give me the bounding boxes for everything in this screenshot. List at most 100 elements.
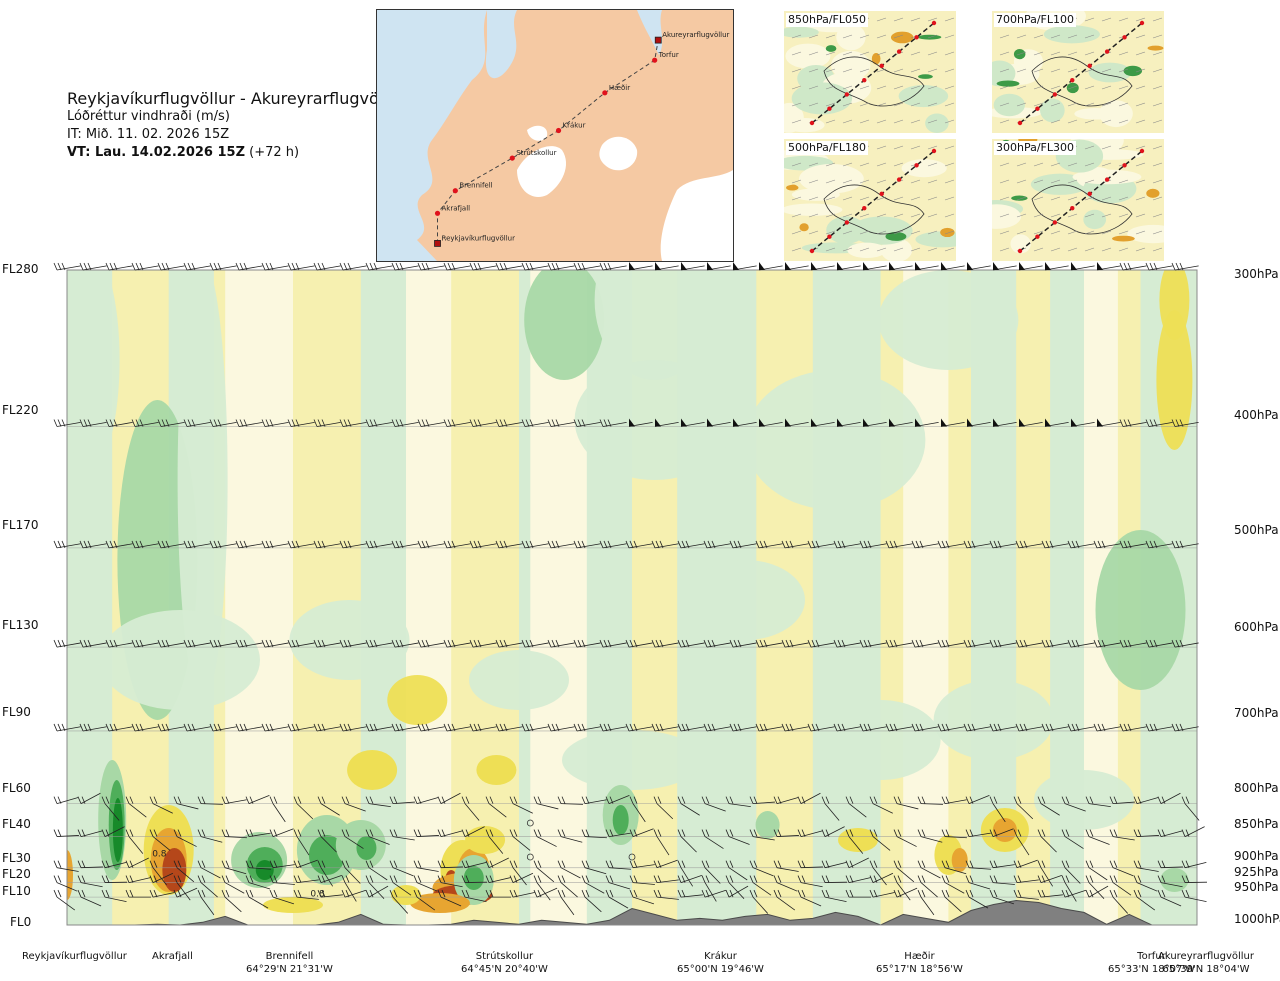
wind-barb-feather	[701, 796, 706, 804]
wind-barb-feather	[81, 889, 86, 898]
fjord-north	[637, 10, 663, 55]
wind-barb	[941, 860, 967, 875]
fl-label: FL60	[2, 781, 31, 795]
wind-barb-feather	[1093, 540, 1098, 549]
wind-barb	[293, 859, 318, 869]
mini-map-700: 700hPa/FL100	[992, 11, 1164, 133]
wind-barb	[807, 723, 835, 732]
mini-waypoint	[914, 35, 919, 40]
wind-barb-feather	[917, 796, 922, 804]
wind-barb-staff	[800, 882, 823, 888]
wind-barb-feather	[129, 860, 134, 868]
route-map-waypoint-label: Hæðir	[609, 84, 630, 92]
wind-barb-feather	[763, 639, 768, 648]
wind-barb	[1181, 826, 1205, 837]
mini-wind	[1152, 68, 1163, 73]
wind-barb-feather	[677, 723, 682, 732]
wind-barb	[317, 829, 337, 853]
mini-blob	[885, 231, 907, 241]
wind-barb-feather	[859, 723, 864, 732]
wind-barb-feather	[113, 723, 118, 732]
wind-barb	[940, 418, 965, 427]
wind-barb-feather	[1101, 639, 1106, 648]
mini-wind	[893, 230, 904, 235]
wind-barb	[443, 723, 471, 732]
wind-barb-feather	[1065, 875, 1070, 883]
wind-barb	[521, 723, 549, 732]
wind-barb-feather	[417, 875, 422, 883]
wind-barb	[893, 875, 911, 901]
wind-barb	[1044, 262, 1069, 271]
wind-barb-feather	[489, 889, 494, 898]
field-blob	[469, 650, 569, 710]
wind-barb	[773, 889, 796, 911]
wind-barb	[1181, 889, 1207, 903]
wind-barb-feather	[77, 829, 82, 837]
field-cell	[356, 836, 377, 860]
mini-blob	[789, 184, 798, 190]
wind-barb-feather	[633, 540, 638, 549]
wind-barb-feather	[125, 860, 130, 868]
wind-barb-feather	[513, 829, 518, 837]
wind-barb-staff	[824, 896, 847, 903]
field-cell	[951, 848, 968, 872]
wind-barb-feather	[87, 723, 92, 732]
wind-barb	[629, 889, 655, 905]
wind-barb-feather	[797, 829, 802, 837]
mini-blob	[898, 85, 949, 108]
wind-barb-feather	[191, 262, 196, 271]
wind-barb-pennant	[655, 262, 661, 270]
wind-barb	[313, 540, 341, 549]
mini-wind	[1135, 17, 1146, 22]
wind-barb	[293, 875, 319, 883]
wind-barb-feather	[391, 723, 396, 732]
wind-barb-feather	[187, 639, 192, 648]
mini-wind	[927, 119, 938, 124]
wind-barb-feather	[101, 829, 106, 837]
hpa-label: 950hPa	[1234, 880, 1279, 894]
wind-barb-feather	[917, 829, 922, 837]
wind-barb-feather	[313, 639, 318, 648]
mini-wind	[859, 34, 870, 39]
mini-wind	[1152, 51, 1163, 56]
wind-barb-staff	[1136, 896, 1156, 911]
wind-barb-feather	[585, 875, 590, 883]
wind-barb-feather	[917, 860, 922, 868]
wind-barb-staff	[968, 896, 989, 909]
mini-wind	[999, 196, 1010, 201]
mini-wind	[893, 34, 904, 39]
wind-barb-feather	[473, 262, 478, 271]
wind-barb-feather	[213, 540, 218, 549]
wind-barb-feather	[437, 860, 442, 868]
wind-barb-feather	[729, 875, 734, 883]
wind-barb-staff	[848, 803, 867, 818]
mini-wind	[1050, 196, 1061, 201]
wind-barb-staff	[224, 836, 247, 839]
route-map: Reykjavíkurflugvöllur Akrafjall Brennifell…	[376, 9, 734, 262]
wind-barb	[365, 419, 393, 427]
hpa-label: 300hPa	[1234, 267, 1279, 281]
wind-barb-feather	[1145, 639, 1150, 648]
wind-barb-feather	[235, 419, 240, 427]
mini-wind	[1033, 68, 1044, 73]
wind-barb-feather	[485, 860, 490, 868]
wind-barb	[209, 419, 237, 427]
wind-barb	[125, 796, 147, 818]
wind-barb	[989, 540, 1017, 549]
wind-barb-feather	[343, 639, 348, 648]
wind-barb-feather	[859, 540, 864, 549]
mini-wind	[893, 102, 904, 107]
wind-barb-feather	[1075, 540, 1080, 549]
wind-barb-feather	[365, 875, 370, 883]
mini-wind	[999, 34, 1010, 39]
wind-barb-feather	[777, 875, 782, 883]
wind-barb-feather	[605, 860, 610, 868]
wind-barb	[581, 829, 607, 839]
wind-barb-feather	[217, 639, 222, 648]
wind-barb-feather	[161, 639, 166, 648]
wind-barb	[654, 418, 679, 427]
mini-wind	[893, 68, 904, 73]
wind-barb	[1070, 262, 1095, 271]
wind-barb-feather	[781, 639, 786, 648]
wind-barb-staff	[944, 882, 965, 894]
